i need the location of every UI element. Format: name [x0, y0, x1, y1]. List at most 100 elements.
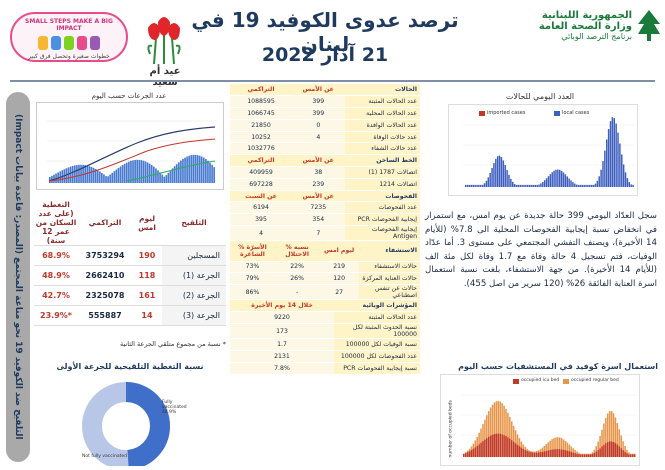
chart-bar — [630, 184, 632, 187]
chart-bar — [549, 449, 551, 457]
chart-bar — [472, 184, 474, 187]
chart-bar — [140, 160, 143, 183]
cell: 7 — [292, 225, 345, 242]
chart-bar — [482, 424, 484, 457]
cases-chart: imported cases local cases — [448, 104, 638, 196]
chart-bar — [536, 184, 538, 187]
chart-bar — [80, 164, 82, 183]
chart-bar — [566, 442, 569, 457]
chart-bar — [518, 446, 521, 457]
chart-bar — [557, 437, 559, 457]
chart-bar — [587, 454, 590, 457]
cell: 219 — [319, 261, 359, 274]
chart-bar — [562, 439, 565, 457]
header-yesterday: عن الأمس — [292, 190, 345, 203]
chart-bar — [530, 184, 533, 187]
chart-bar — [142, 160, 145, 183]
chart-bar — [177, 162, 180, 183]
row-label: حالات الاستشفاء — [358, 261, 420, 274]
chart-bar — [511, 440, 513, 457]
chart-bar — [132, 160, 134, 183]
cell: 239 — [292, 178, 345, 191]
table-row: 10252 4 عدد حالات الوفاة — [230, 131, 420, 144]
chart-bar — [523, 184, 525, 187]
chart-bar — [71, 165, 74, 183]
chart-bar — [574, 453, 576, 457]
chart-bar — [545, 450, 548, 457]
cell: 395 — [230, 213, 293, 227]
cell: 26% — [274, 272, 320, 286]
chart-bar — [138, 159, 141, 183]
cell: 9220 — [230, 311, 334, 325]
chart-bar — [119, 166, 122, 183]
cell: 4 — [230, 225, 293, 242]
row-label: حالات عن تنفس اصطناعي — [358, 284, 420, 301]
chart-bar — [103, 174, 105, 183]
chart-bar — [121, 165, 124, 183]
cell: 86% — [230, 284, 275, 301]
chart-bar — [598, 176, 600, 187]
chart-bar — [583, 454, 586, 457]
chart-bar — [601, 446, 603, 457]
table-row: 1088595 399 عدد الحالات المثبتة — [230, 95, 420, 109]
row-label: اتصالات 1214 — [344, 178, 420, 191]
cumulative-value: 555887 — [78, 305, 132, 326]
chart-bar — [553, 170, 555, 187]
coverage-value: 23.9%* — [34, 305, 78, 326]
col-yesterday: ليوم امس — [132, 200, 162, 246]
chart-bar — [480, 442, 482, 457]
chart-bar — [481, 184, 484, 187]
table-row: 21850 0 عدد الحالات الوافدة — [230, 119, 420, 132]
row-label: عدد الحالات الوافدة — [344, 119, 420, 132]
chart-bar — [167, 172, 170, 183]
chart-bar — [560, 438, 563, 457]
chart-bar — [589, 184, 591, 187]
cell: 7235 — [292, 201, 345, 215]
chart-bar — [96, 170, 99, 183]
chart-bar — [551, 172, 553, 187]
chart-bar — [211, 164, 213, 183]
chart-bar — [615, 123, 617, 187]
chart-bar — [503, 435, 505, 457]
chart-bar — [499, 401, 501, 457]
chart-bar — [512, 425, 515, 457]
chart-bar — [169, 170, 172, 183]
cumulative-value: 2662410 — [78, 265, 132, 286]
chart-bar — [483, 183, 486, 187]
chart-bar — [560, 449, 563, 457]
chart-bar — [508, 174, 510, 187]
table-row: 73% 22% 219 حالات الاستشفاء — [230, 261, 420, 274]
row-label: إيجابية الفحوصات Antigen — [344, 225, 420, 242]
chart-bar — [607, 413, 609, 457]
campaign-logo: SMALL STEPS MAKE A BIG IMPACT خطوات صغير… — [10, 12, 128, 62]
table-row: 48.9% 2662410 118 الجرعة (1) — [34, 265, 226, 286]
chart-bar — [213, 167, 215, 183]
chart-bar — [196, 155, 199, 183]
chart-bar — [506, 170, 508, 187]
cell: 79% — [230, 272, 275, 286]
chart-bar — [549, 174, 552, 187]
chart-bar — [618, 446, 621, 457]
footnote: * نسبة من مجموع متلقي الجرعة الثانية — [119, 340, 226, 348]
chart-bar — [601, 429, 603, 457]
chart-bar — [549, 440, 551, 457]
chart-bar — [514, 443, 517, 457]
chart-bar — [628, 454, 630, 457]
header-free-beds: % الأسرّة الشاغرة — [230, 241, 275, 262]
chart-bar — [98, 171, 101, 183]
chart-bar — [622, 164, 625, 187]
chart-bar — [192, 154, 195, 183]
chart-bar — [570, 446, 573, 457]
chart-bar — [113, 171, 116, 183]
chart-bar — [136, 159, 139, 183]
cell: 4 — [292, 131, 345, 144]
chart-bar — [73, 165, 76, 183]
chart-bar — [572, 452, 574, 457]
chart-bar — [491, 404, 494, 457]
cell: 1088595 — [230, 95, 293, 109]
chart-bar — [604, 150, 606, 187]
col-coverage: النغطية (على عدد السكان من عمر 12 سنة) — [34, 200, 78, 246]
col-cumulative: التراكمي — [78, 200, 132, 246]
cases-chart-title: العدد اليومي للحالات — [505, 92, 575, 101]
cell: 399 — [292, 95, 345, 109]
